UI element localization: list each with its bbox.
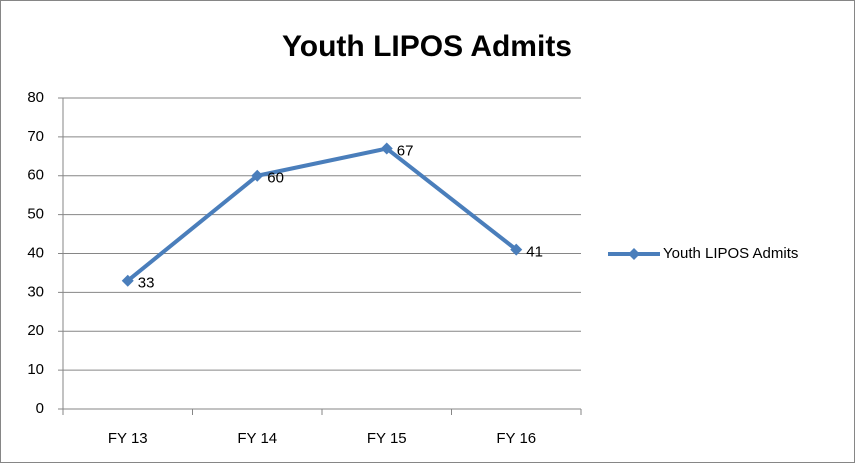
y-tick-label: 80	[27, 89, 44, 106]
y-tick-label: 50	[27, 206, 44, 223]
y-tick-label: 20	[27, 322, 44, 339]
y-tick-label: 10	[27, 361, 44, 378]
x-tick-label: FY 14	[237, 430, 277, 447]
data-point	[251, 169, 264, 182]
series-line	[126, 146, 518, 283]
data-point	[121, 274, 134, 287]
legend-marker	[628, 248, 640, 260]
y-tick-label: 30	[27, 283, 44, 300]
data-label: 33	[138, 275, 155, 292]
x-tick-label: FY 13	[108, 430, 148, 447]
data-point	[380, 142, 393, 155]
y-tick-label: 40	[27, 244, 44, 261]
legend-label: Youth LIPOS Admits	[663, 245, 798, 262]
data-label: 41	[526, 244, 543, 261]
data-label: 67	[397, 143, 414, 160]
x-tick-label: FY 15	[367, 430, 407, 447]
x-tick-label: FY 16	[496, 430, 536, 447]
y-tick-label: 60	[27, 167, 44, 184]
y-tick-label: 70	[27, 128, 44, 145]
data-label: 60	[267, 170, 284, 187]
chart-title: Youth LIPOS Admits	[282, 30, 572, 63]
data-point	[510, 243, 523, 256]
y-tick-label: 0	[36, 400, 44, 417]
